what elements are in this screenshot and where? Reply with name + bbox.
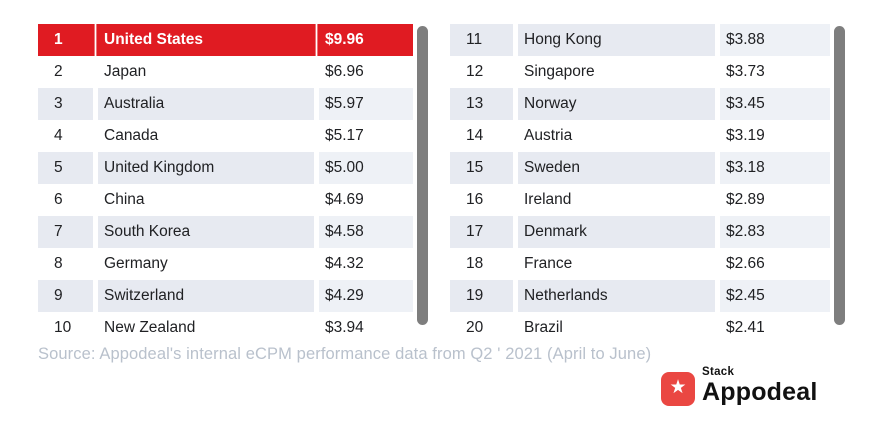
rank-cell: 12 [466,63,484,80]
value-cell: $4.69 [325,191,364,208]
country-cell: China [104,191,145,208]
rank-cell: 4 [54,127,63,144]
value-cell: $2.89 [726,191,765,208]
table-rows-left: 1 United States $9.96 2 Japan $6.96 3 Australia… [38,24,413,344]
table-row: 9 Switzerland $4.29 [38,280,413,312]
appodeal-logo-text: Stack Appodeal [702,366,818,407]
scrollbar-left[interactable] [417,26,428,325]
value-cell: $2.66 [726,255,765,272]
value-cell: $9.96 [319,24,413,56]
value-cell: $4.29 [319,280,413,312]
country-cell: Canada [104,127,159,144]
country-cell: Sweden [518,152,715,184]
logo-appodeal-label: Appodeal [702,378,818,406]
value-cell: $4.58 [319,216,413,248]
value-cell: $2.41 [726,319,765,336]
country-cell: Singapore [524,63,595,80]
value-cell: $3.45 [720,88,830,120]
rank-cell: 3 [38,88,93,120]
table-row: 1 United States $9.96 [38,24,413,56]
table-row: 11 Hong Kong $3.88 [450,24,830,56]
value-cell: $3.73 [726,63,765,80]
rank-cell: 13 [450,88,513,120]
country-cell: Germany [104,255,168,272]
country-cell: Ireland [524,191,572,208]
country-cell: France [524,255,573,272]
table-row: 12 Singapore $3.73 [450,56,830,88]
table-row: 10 New Zealand $3.94 [38,312,413,344]
value-cell: $3.18 [720,152,830,184]
value-cell: $2.45 [720,280,830,312]
value-cell: $5.97 [319,88,413,120]
rank-cell: 9 [38,280,93,312]
value-cell: $5.17 [325,127,364,144]
rank-cell: 6 [54,191,63,208]
value-cell: $3.19 [726,127,765,144]
value-cell: $3.88 [720,24,830,56]
table-row: 8 Germany $4.32 [38,248,413,280]
table-row: 20 Brazil $2.41 [450,312,830,344]
table-row: 13 Norway $3.45 [450,88,830,120]
country-cell: United States [98,24,314,56]
rank-cell: 14 [466,127,484,144]
star-icon: ★ [669,377,687,398]
country-cell: South Korea [98,216,314,248]
table-row: 15 Sweden $3.18 [450,152,830,184]
value-cell: $6.96 [325,63,364,80]
rank-cell: 11 [450,24,513,56]
table-row: 3 Australia $5.97 [38,88,413,120]
rank-cell: 5 [38,152,93,184]
country-cell: Australia [98,88,314,120]
country-cell: Norway [518,88,715,120]
appodeal-logo-mark: ★ [661,371,695,406]
table-row: 7 South Korea $4.58 [38,216,413,248]
scrollbar-right[interactable] [834,26,845,325]
rank-cell: 16 [466,191,484,208]
rank-cell: 20 [466,319,484,336]
rank-cell: 7 [38,216,93,248]
logo-stack-label: Stack [702,366,735,378]
country-cell: Switzerland [98,280,314,312]
table-row: 5 United Kingdom $5.00 [38,152,413,184]
value-cell: $3.94 [325,319,364,336]
country-cell: Hong Kong [518,24,715,56]
rank-cell: 18 [466,255,484,272]
table-row: 2 Japan $6.96 [38,56,413,88]
country-cell: Japan [104,63,147,80]
table-row: 19 Netherlands $2.45 [450,280,830,312]
value-cell: $2.83 [720,216,830,248]
rank-cell: 19 [450,280,513,312]
table-rows-right: 11 Hong Kong $3.88 12 Singapore $3.73 13 Norway… [450,24,830,344]
source-note: Source: Appodeal's internal eCPM perform… [38,345,652,363]
table-row: 6 China $4.69 [38,184,413,216]
rank-cell: 2 [54,63,63,80]
ranking-table-right: 11 Hong Kong $3.88 12 Singapore $3.73 13 Norway… [450,24,845,344]
country-cell: United Kingdom [98,152,314,184]
table-row: 18 France $2.66 [450,248,830,280]
value-cell: $5.00 [319,152,413,184]
country-cell: Brazil [524,319,563,336]
rank-cell: 15 [450,152,513,184]
value-cell: $4.32 [325,255,364,272]
country-cell: Denmark [518,216,715,248]
country-cell: Netherlands [518,280,715,312]
rank-cell: 8 [54,255,63,272]
table-row: 17 Denmark $2.83 [450,216,830,248]
table-row: 14 Austria $3.19 [450,120,830,152]
ranking-table-left: 1 United States $9.96 2 Japan $6.96 3 Australia… [38,24,428,344]
country-cell: Austria [524,127,573,144]
table-row: 16 Ireland $2.89 [450,184,830,216]
table-row: 4 Canada $5.17 [38,120,413,152]
country-cell: New Zealand [104,319,196,336]
rank-cell: 10 [54,319,72,336]
ecpm-ranking-tables: 1 United States $9.96 2 Japan $6.96 3 Australia… [38,24,845,344]
rank-cell: 1 [38,24,93,56]
appodeal-logo: ★ Stack Appodeal [661,366,818,407]
rank-cell: 17 [450,216,513,248]
